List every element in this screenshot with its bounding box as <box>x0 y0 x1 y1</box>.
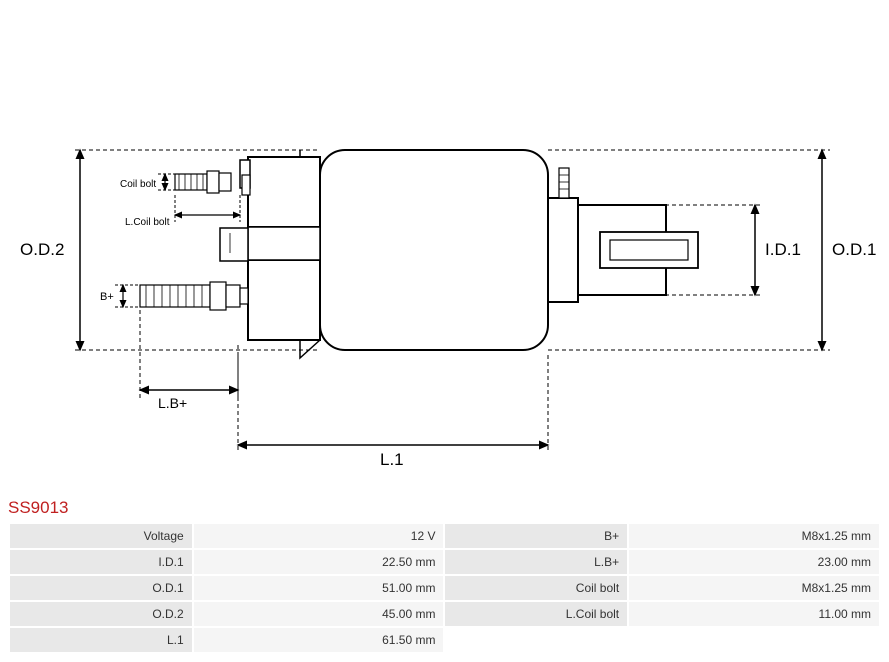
table-row: O.D.245.00 mmL.Coil bolt11.00 mm <box>10 602 879 626</box>
spec-label: B+ <box>445 524 627 548</box>
spec-label: Voltage <box>10 524 192 548</box>
spec-value: 12 V <box>194 524 444 548</box>
lb-plus-label: L.B+ <box>158 395 187 411</box>
spec-label: I.D.1 <box>10 550 192 574</box>
part-number: SS9013 <box>8 498 69 518</box>
l-coil-bolt-label: L.Coil bolt <box>125 217 170 228</box>
table-row: Voltage12 VB+M8x1.25 mm <box>10 524 879 548</box>
spec-label <box>445 628 627 652</box>
coil-bolt-label: Coil bolt <box>120 179 156 190</box>
spec-label: L.B+ <box>445 550 627 574</box>
spec-value: 22.50 mm <box>194 550 444 574</box>
spec-label: O.D.2 <box>10 602 192 626</box>
b-plus-label: B+ <box>100 291 114 303</box>
l1-label: L.1 <box>380 450 404 469</box>
spec-label: L.Coil bolt <box>445 602 627 626</box>
spec-value <box>629 628 879 652</box>
table-row: O.D.151.00 mmCoil boltM8x1.25 mm <box>10 576 879 600</box>
technical-diagram: O.D.2 O.D.1 I.D.1 L.1 L.B+ B+ Coil bolt … <box>0 0 889 490</box>
spec-label: Coil bolt <box>445 576 627 600</box>
spec-label: L.1 <box>10 628 192 652</box>
spec-value: 45.00 mm <box>194 602 444 626</box>
spec-value: 11.00 mm <box>629 602 879 626</box>
spec-label: O.D.1 <box>10 576 192 600</box>
id1-label: I.D.1 <box>765 240 801 259</box>
spec-value: 51.00 mm <box>194 576 444 600</box>
od2-label: O.D.2 <box>20 240 64 259</box>
table-row: L.161.50 mm <box>10 628 879 652</box>
spec-table: Voltage12 VB+M8x1.25 mmI.D.122.50 mmL.B+… <box>8 522 881 654</box>
spec-value: 23.00 mm <box>629 550 879 574</box>
spec-value: M8x1.25 mm <box>629 524 879 548</box>
table-row: I.D.122.50 mmL.B+23.00 mm <box>10 550 879 574</box>
spec-value: M8x1.25 mm <box>629 576 879 600</box>
od1-label: O.D.1 <box>832 240 876 259</box>
spec-value: 61.50 mm <box>194 628 444 652</box>
